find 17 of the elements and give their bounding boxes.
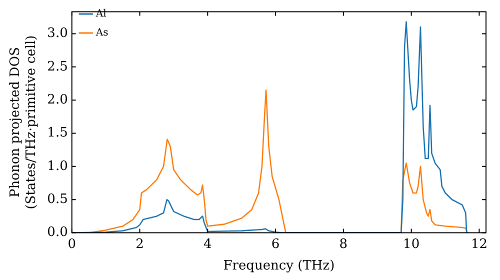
y-tick-label: 3.0 <box>47 26 68 42</box>
x-tick-label: 10 <box>403 236 420 252</box>
y-tick-label: 2.0 <box>47 92 68 108</box>
x-axis-title: Frequency (THz) <box>223 258 335 274</box>
y-tick-label: 1.0 <box>47 158 68 174</box>
x-tick-label: 4 <box>204 236 212 252</box>
y-tick-label: 0.5 <box>47 192 68 207</box>
x-tick-label: 0 <box>68 236 76 252</box>
y-tick-label: 1.5 <box>47 126 68 141</box>
x-tick-label: 2 <box>136 236 144 252</box>
legend-label: As <box>94 28 108 39</box>
y-tick-label: 0.0 <box>47 225 68 240</box>
x-tick-label: 8 <box>339 236 348 252</box>
x-tick-label: 12 <box>470 236 488 252</box>
y-axis-title: Phonon projected DOS (States/THz·primitive cell) <box>8 35 39 210</box>
x-tick-label: 6 <box>271 236 280 252</box>
y-tick-label: 2.5 <box>47 59 68 74</box>
